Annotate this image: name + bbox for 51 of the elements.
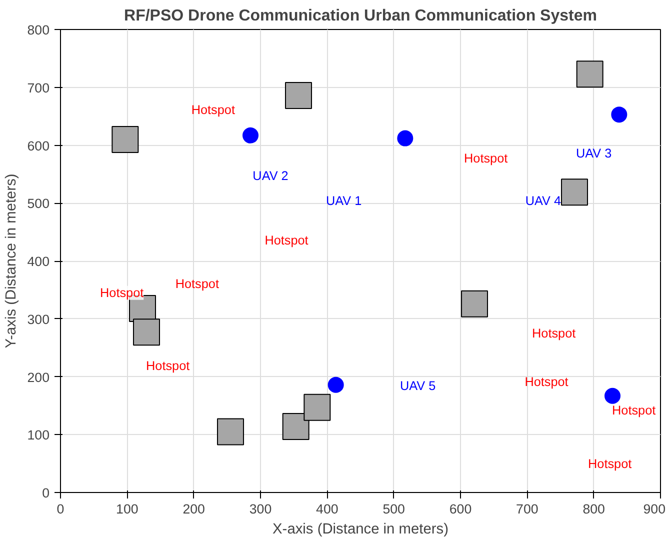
- point: [285, 82, 312, 109]
- annotation: Hotspot: [100, 286, 144, 300]
- point: [576, 60, 604, 88]
- point: [112, 126, 139, 153]
- x-tick-label: 0: [56, 502, 64, 516]
- point: [604, 388, 620, 404]
- x-tick-label: 800: [582, 502, 605, 516]
- annotation: UAV 2: [252, 168, 288, 183]
- point: [461, 290, 488, 318]
- point: [133, 318, 160, 346]
- chart-title: RF/PSO Drone Communication Urban Communication System: [124, 8, 597, 24]
- point: [282, 413, 310, 440]
- y-tick-label: 700: [27, 80, 50, 96]
- point: [328, 376, 344, 393]
- annotation: Hotspot: [146, 358, 190, 373]
- point: [397, 130, 414, 146]
- annotation: Hotspot: [612, 403, 656, 418]
- y-tick-label: 300: [27, 312, 50, 327]
- annotation: UAV 1: [326, 194, 362, 208]
- point: [242, 127, 258, 144]
- point: [561, 178, 588, 206]
- x-tick-label: 100: [116, 502, 138, 516]
- y-tick-label: 600: [27, 138, 50, 154]
- annotation: Hotspot: [532, 326, 576, 340]
- annotation: Hotspot: [191, 102, 236, 117]
- annotation: Hotspot: [264, 234, 309, 248]
- annotation: Hotspot: [464, 152, 508, 166]
- x-tick-label: 600: [449, 502, 472, 516]
- y-tick-label: 500: [27, 196, 50, 212]
- annotation: Hotspot: [524, 374, 569, 389]
- y-axis-title: Y-axis (Distance in meters): [3, 174, 20, 348]
- x-tick-label: 500: [382, 502, 405, 516]
- annotation: Hotspot: [175, 277, 220, 292]
- annotation: Hotspot: [588, 457, 632, 472]
- y-tick-label: 400: [27, 254, 50, 269]
- x-axis-title: X-axis (Distance in meters): [272, 522, 448, 538]
- x-tick-label: 700: [516, 502, 538, 516]
- annotation: UAV 3: [576, 146, 612, 160]
- y-tick-label: 800: [27, 22, 50, 38]
- annotation: UAV 5: [400, 379, 436, 394]
- x-tick-label: 400: [316, 502, 338, 516]
- y-tick-label: 200: [27, 370, 50, 385]
- x-tick-label: 900: [643, 502, 666, 516]
- y-tick-label: 0: [42, 486, 50, 500]
- y-tick-label: 100: [27, 428, 50, 443]
- annotation: UAV 4: [525, 194, 561, 208]
- point: [217, 418, 244, 446]
- point: [304, 394, 331, 421]
- x-tick-label: 200: [182, 502, 205, 516]
- x-tick-label: 300: [249, 502, 272, 516]
- point: [611, 106, 628, 123]
